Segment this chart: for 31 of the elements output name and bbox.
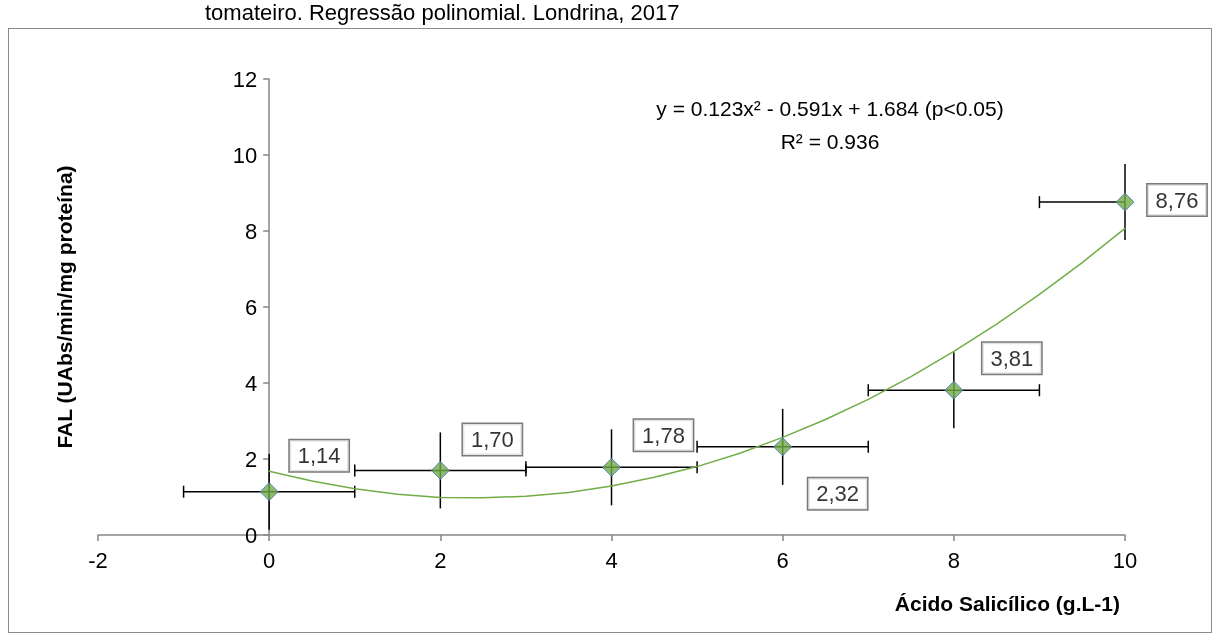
point [430,460,450,480]
y-tick-label: 0 [244,522,258,548]
x-tick-label: 8 [947,547,960,573]
point [259,482,279,502]
data-label: 1,78 [642,422,685,448]
data-label: 1,14 [297,443,341,469]
y-tick-label: 4 [244,370,258,396]
y-tick-label: 2 [244,446,258,472]
y-tick-label: 12 [232,66,258,92]
y-tick-label: 8 [244,218,258,244]
y-axis-title: FAL (UAbs/min/mg proteína) [53,165,77,449]
point [1115,192,1135,212]
annotation: R² = 0.936 [780,129,880,153]
x-tick-label: 2 [434,547,447,573]
point [602,457,621,477]
data-label: 2,32 [816,481,860,507]
y-tick-label: 6 [244,294,258,320]
annotation: y = 0.123x² - 0.591x + 1.684 (p<0.05) [656,96,1004,120]
data-label: 8,76 [1155,187,1199,213]
y-tick-label: 10 [232,142,258,168]
x-tick-label: 6 [776,547,789,573]
x-tick-label: 10 [1112,547,1138,573]
x-axis-title: Ácido Salicílico (g.L-1) [894,592,1120,615]
point [773,437,793,457]
data-label: 3,81 [990,345,1034,371]
data-label: 1,70 [470,426,514,452]
x-tick-label: 0 [263,547,276,573]
x-tick-label: 4 [605,547,618,573]
x-tick-label: -2 [88,547,108,573]
point [944,380,964,400]
chart-title: tomateiro. Regressão polinomial. Londrina, 2017 [205,0,680,25]
